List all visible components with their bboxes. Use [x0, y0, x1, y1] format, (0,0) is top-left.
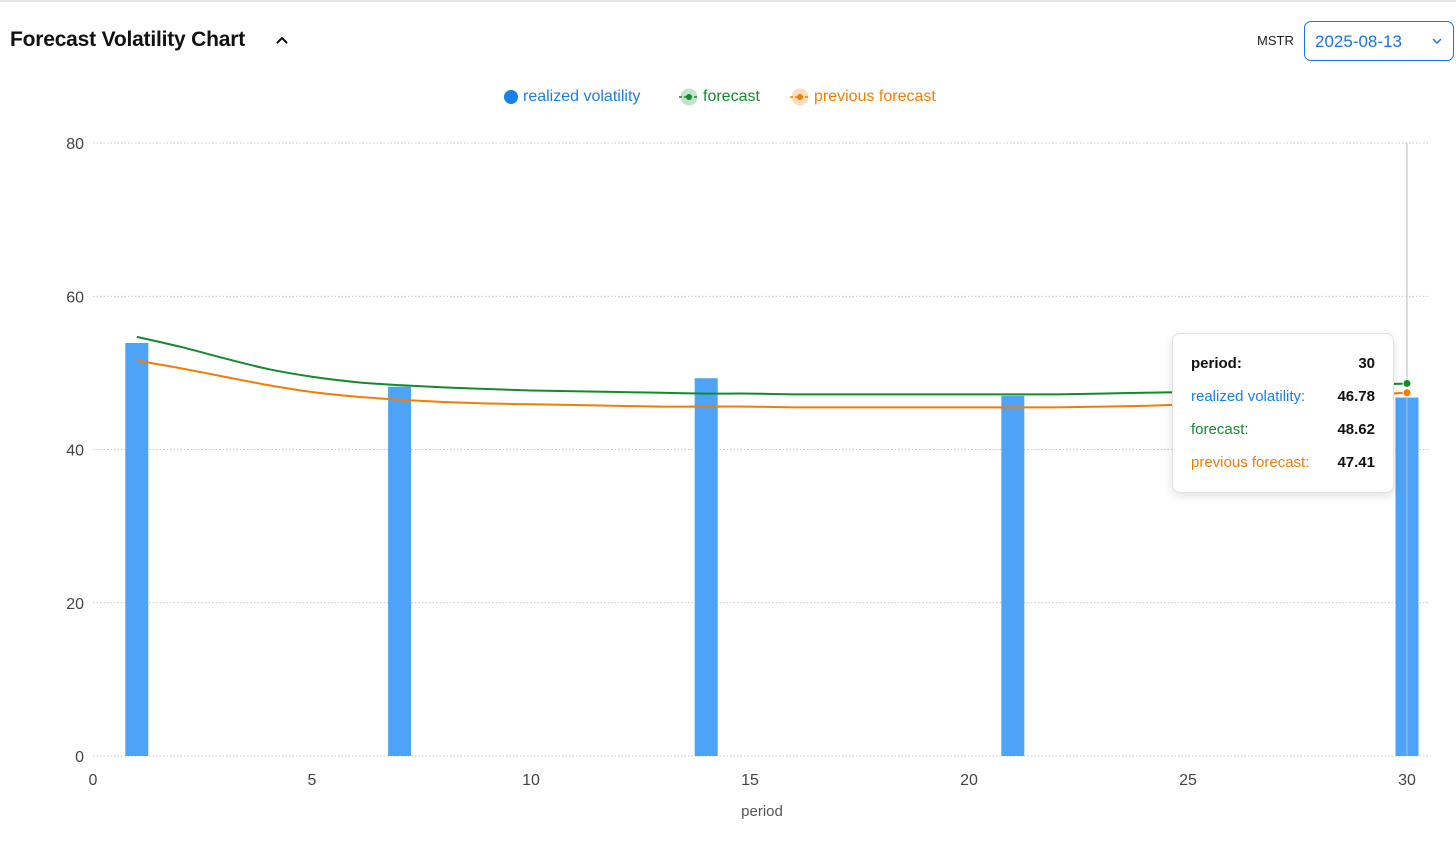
tooltip-previous-label: previous forecast:: [1191, 454, 1310, 471]
chevron-up-icon: [276, 37, 288, 44]
legend-label-realized: realized volatility: [523, 88, 641, 105]
volatility-chart: 0 20 40 60 80 0 5 10 15 20 25 30 period: [66, 136, 1430, 820]
y-tick-label: 0: [75, 749, 84, 766]
tooltip-row-realized: realized volatility: 46.78: [1191, 388, 1375, 410]
realized-dot-icon: [504, 90, 518, 104]
tooltip-period-value: 30: [1358, 355, 1375, 372]
tooltip-row-forecast: forecast: 48.62: [1191, 421, 1375, 443]
ticker-label: MSTR: [1257, 33, 1294, 48]
chevron-down-icon: [1432, 38, 1442, 44]
chart-header: Forecast Volatility Chart MSTR 2025-08-1…: [0, 0, 1456, 80]
top-border: [0, 0, 1456, 2]
tooltip-previous-value: 47.41: [1337, 454, 1375, 471]
tooltip-forecast-label: forecast:: [1191, 421, 1249, 438]
chart-legend: realized volatility forecast previous fo…: [0, 84, 1456, 110]
collapse-button[interactable]: [272, 30, 292, 50]
legend-label-forecast: forecast: [703, 88, 760, 105]
bar-realized-volatility: [388, 386, 412, 756]
x-tick-label: 20: [960, 772, 978, 789]
chart-tooltip: period: 30 realized volatility: 46.78 fo…: [1172, 333, 1394, 493]
x-tick-label: 30: [1398, 772, 1416, 789]
legend-label-previous: previous forecast: [814, 88, 936, 105]
legend-item-forecast[interactable]: forecast: [678, 86, 778, 108]
tooltip-row-previous: previous forecast: 47.41: [1191, 454, 1375, 476]
forecast-hover-point: [1402, 378, 1412, 388]
y-tick-label: 20: [66, 596, 84, 613]
tooltip-period-label: period:: [1191, 355, 1242, 372]
legend-item-realized[interactable]: realized volatility: [503, 86, 663, 108]
tooltip-realized-value: 46.78: [1337, 388, 1375, 405]
x-tick-label: 10: [522, 772, 540, 789]
y-tick-label: 40: [66, 443, 84, 460]
x-tick-label: 25: [1179, 772, 1197, 789]
date-select-value: 2025-08-13: [1315, 32, 1402, 51]
x-tick-label: 15: [741, 772, 759, 789]
x-axis-title: period: [741, 803, 783, 820]
y-tick-label: 80: [66, 136, 84, 153]
x-tick-label: 5: [308, 772, 317, 789]
line-marker-icon: [790, 88, 810, 106]
tooltip-forecast-value: 48.62: [1337, 421, 1375, 438]
bar-realized-volatility: [1001, 395, 1025, 756]
bar-realized-volatility: [125, 342, 149, 756]
chart-title: Forecast Volatility Chart: [10, 28, 246, 51]
line-marker-icon: [679, 88, 699, 106]
previous-forecast-hover-point: [1402, 388, 1412, 398]
date-select[interactable]: 2025-08-13: [1304, 21, 1454, 61]
bar-realized-volatility: [694, 378, 718, 756]
tooltip-row-period: period: 30: [1191, 355, 1375, 377]
y-tick-label: 60: [66, 289, 84, 306]
tooltip-realized-label: realized volatility:: [1191, 388, 1306, 405]
legend-item-previous[interactable]: previous forecast: [789, 86, 959, 108]
x-tick-label: 0: [89, 772, 98, 789]
